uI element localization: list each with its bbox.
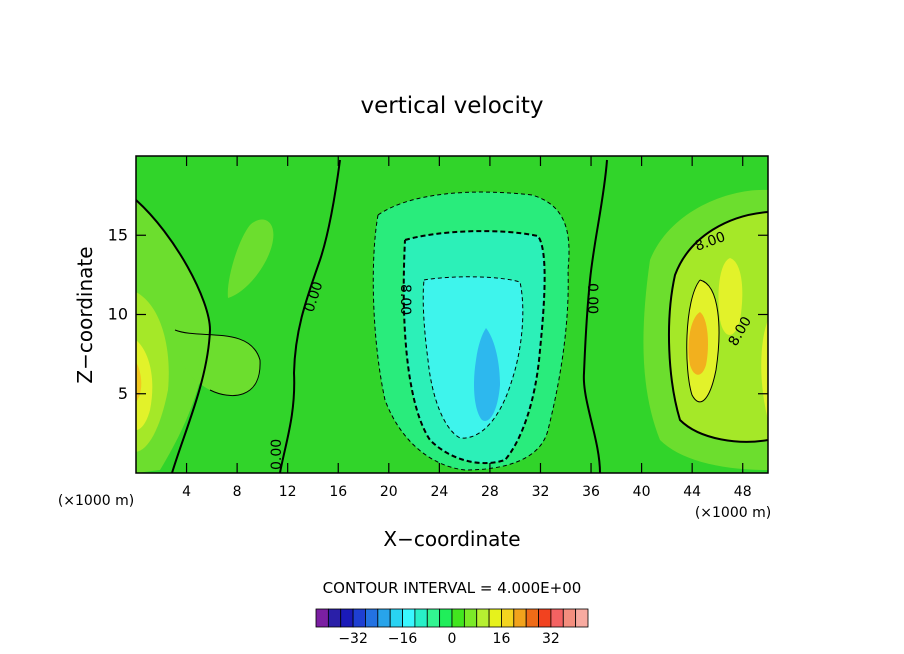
field-right-3: [718, 258, 743, 335]
contour-down-outer: [372, 191, 570, 471]
chart-title: vertical velocity: [361, 93, 544, 119]
colorbar-swatch: [377, 608, 391, 628]
y-axis: 5 10 15: [108, 225, 768, 403]
colorbar-swatch: [365, 608, 379, 628]
colorbar-swatch: [340, 608, 354, 628]
colorbar-swatch: [538, 608, 552, 628]
contour-zero-b: [582, 159, 608, 473]
contour-label: 0.00: [269, 439, 285, 470]
colorbar-tick-label: 32: [542, 631, 560, 647]
contour-right-8: [668, 211, 768, 443]
colorbar-tick-label: 16: [493, 631, 511, 647]
contour-down-8: [402, 230, 546, 464]
colorbar-swatch: [501, 608, 515, 628]
field-left-hot2: [136, 362, 142, 402]
colorbar-swatch: [562, 608, 577, 628]
colorbar-labels: −32 −16 0 16 32: [338, 631, 560, 647]
x-unit-label-left: (×1000 m): [58, 493, 134, 509]
x-tick-label: 8: [233, 484, 242, 500]
colorbar-swatch: [352, 608, 366, 628]
colorbar-swatch: [426, 608, 441, 628]
contour-zero-a: [279, 159, 341, 473]
x-tick-label: 20: [380, 484, 398, 500]
colorbar-swatch: [389, 608, 403, 628]
x-axis: 4 8 12 16 20 24 28 32 36 40 44 48: [182, 156, 752, 500]
contour-lines: [136, 159, 768, 473]
y-tick-label: 5: [118, 384, 128, 403]
colorbar-tick-label: −16: [388, 631, 418, 647]
plot-area: 0.00 0.00 8.00 0.00 8.00 8.00: [136, 156, 768, 473]
colorbar-swatch: [463, 608, 478, 628]
y-axis-label: Z−coordinate: [73, 246, 97, 383]
contour-right-inner: [686, 279, 720, 403]
colorbar-swatch: [488, 608, 502, 628]
field-right-5: [688, 312, 708, 375]
colorbar-swatch: [550, 608, 564, 628]
colorbar-tick-label: −32: [338, 631, 368, 647]
x-tick-label: 28: [481, 484, 499, 500]
x-tick-label: 44: [683, 484, 701, 500]
x-tick-label: 4: [182, 484, 191, 500]
y-tick-label: 15: [108, 225, 128, 244]
colorbar-swatch: [315, 608, 329, 628]
x-tick-label: 40: [633, 484, 651, 500]
field-mid-left-blob: [175, 330, 261, 396]
colorbar-swatch: [525, 608, 539, 628]
x-axis-label: X−coordinate: [383, 527, 520, 551]
x-tick-label: 32: [532, 484, 550, 500]
contour-interval-text: CONTOUR INTERVAL = 4.000E+00: [323, 579, 582, 597]
colorbar-swatch: [402, 608, 416, 628]
x-tick-label: 48: [734, 484, 752, 500]
colorbar-swatch: [575, 608, 589, 628]
field-left-hot: [136, 340, 153, 430]
colorbar-swatch: [476, 608, 490, 628]
x-unit-label-right: (×1000 m): [695, 505, 771, 521]
colorbar-swatch: [414, 608, 428, 628]
contour-down-inner: [422, 276, 524, 439]
colorbar-swatch: [513, 608, 527, 628]
field-upper-left-streak: [227, 219, 274, 298]
contour-label: 0.00: [584, 283, 600, 314]
contour-mid-left: [174, 329, 261, 396]
contour-zero-left: [136, 199, 212, 473]
y-tick-label: 10: [108, 305, 128, 324]
colorbar: [315, 608, 589, 628]
contour-label: 8.00: [397, 284, 413, 315]
x-tick-label: 12: [279, 484, 297, 500]
colorbar-swatch: [451, 608, 465, 628]
x-tick-label: 16: [329, 484, 347, 500]
contour-labels: 0.00 0.00 8.00 0.00 8.00 8.00: [269, 229, 755, 470]
field-down-4: [474, 328, 500, 421]
field-right-edge: [761, 320, 768, 420]
colorbar-tick-label: 0: [448, 631, 457, 647]
colorbar-swatch: [327, 608, 342, 628]
x-tick-label: 24: [430, 484, 448, 500]
colorbar-swatch: [439, 608, 453, 628]
x-tick-label: 36: [582, 484, 600, 500]
